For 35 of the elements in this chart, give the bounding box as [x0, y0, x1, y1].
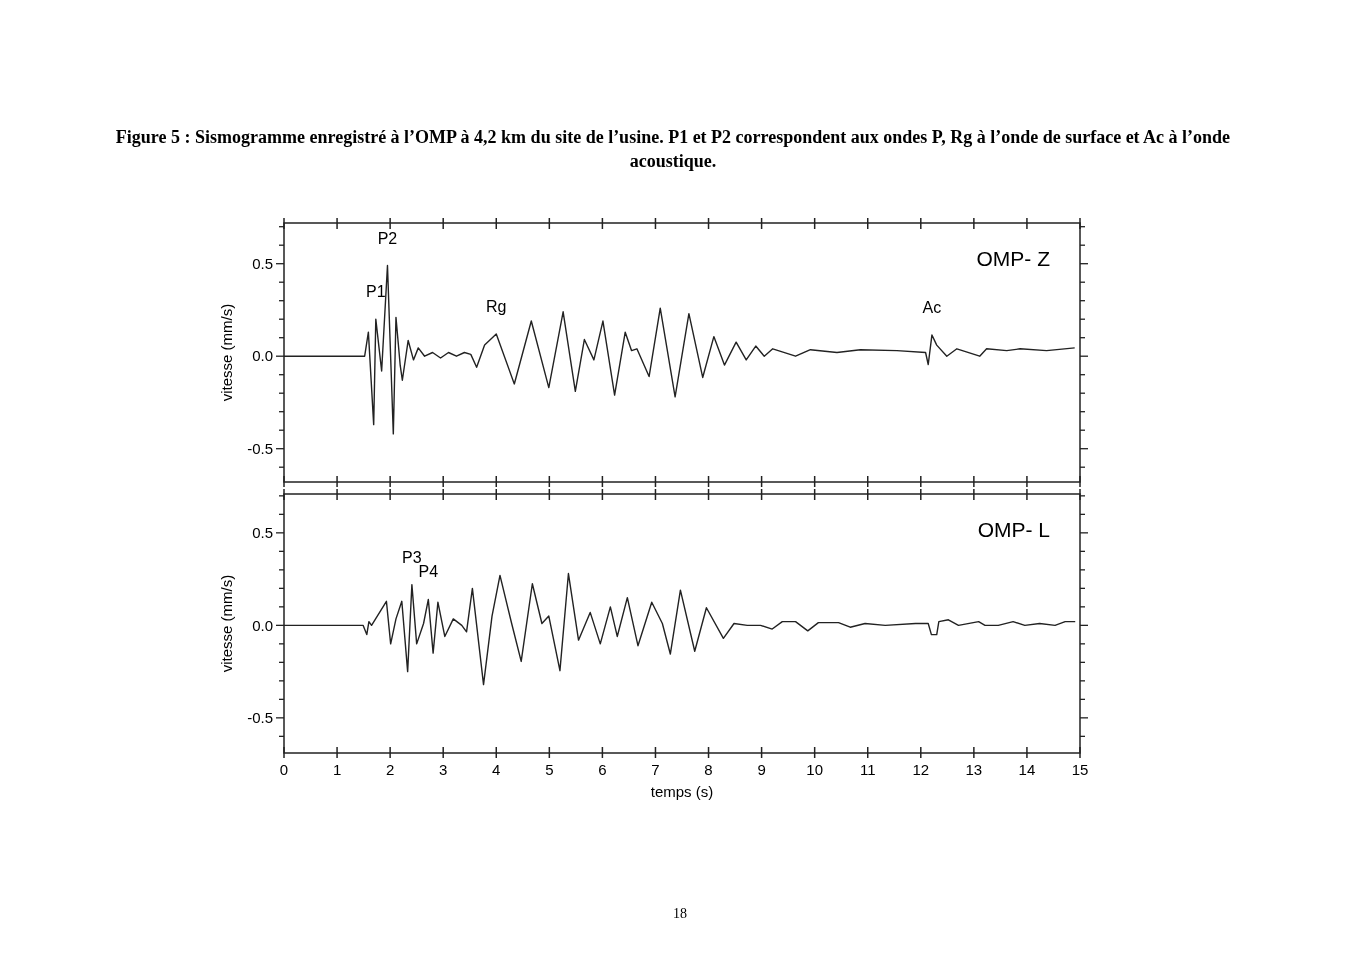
annotation: P1 — [366, 283, 386, 301]
x-tick-label: 15 — [1071, 761, 1089, 778]
x-tick-label: 10 — [806, 761, 824, 778]
x-tick-label: 12 — [912, 761, 930, 778]
x-tick-label: 9 — [757, 761, 766, 778]
x-tick-label: 14 — [1018, 761, 1036, 778]
y-tick-label: 0.0 — [252, 347, 273, 365]
y-axis-title: vitesse (mm/s) — [218, 574, 235, 673]
y-tick-label: -0.5 — [247, 439, 273, 457]
text: OMP- Z — [976, 247, 1051, 270]
annotation: P4 — [418, 563, 439, 581]
annotation: Ac — [922, 298, 942, 316]
x-tick-label: 2 — [385, 761, 395, 778]
text: 18 — [673, 906, 687, 921]
x-axis-title: temps (s) — [650, 783, 714, 800]
y-axis-title: vitesse (mm/s) — [218, 303, 235, 402]
y-tick-label: 0.5 — [252, 254, 273, 272]
text: OMP- L — [977, 518, 1050, 541]
annotation: P3 — [402, 548, 422, 566]
x-tick-label: 11 — [859, 761, 876, 778]
x-tick-label: 0 — [279, 761, 289, 778]
y-tick-label: -0.5 — [247, 709, 273, 727]
x-tick-label: 3 — [439, 761, 448, 778]
x-tick-label: 13 — [965, 761, 983, 778]
annotation: P2 — [377, 229, 398, 247]
annotation: Rg — [486, 298, 507, 315]
y-tick-label: 0.5 — [252, 524, 273, 542]
x-tick-label: 8 — [704, 761, 713, 778]
x-tick-label: 1 — [332, 761, 342, 778]
x-tick-label: 4 — [492, 761, 501, 778]
x-tick-label: 6 — [598, 761, 607, 778]
y-tick-label: 0.0 — [252, 616, 273, 634]
x-tick-label: 7 — [651, 761, 660, 778]
chart-title: Figure 5 : Sismogramme enregistré à l’OMP à 4,2 km du site de l’usine. P1 et P2 correspondent aux ondes P, Rg à l’onde de surface et Ac à l’onde acoustique. — [114, 126, 1232, 173]
x-tick-label: 5 — [545, 761, 554, 778]
